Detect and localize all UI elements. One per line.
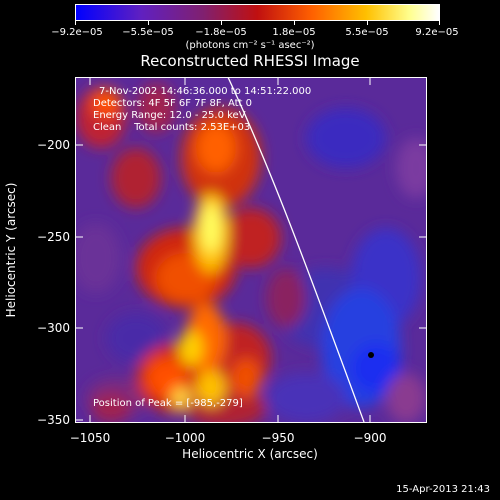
x-tick-label: −1050 <box>69 431 111 445</box>
colorbar-tick: −5.5e−05 <box>122 27 174 38</box>
colorbar-gradient <box>76 5 439 20</box>
peak-marker <box>368 352 374 358</box>
image-canvas <box>76 78 426 422</box>
y-axis-label: Heliocentric Y (arcsec) <box>4 182 18 318</box>
colorbar-tick: 5.5e−05 <box>345 27 389 38</box>
info-peak-position: Position of Peak = [-985,-279] <box>93 398 243 409</box>
colorbar <box>75 4 440 21</box>
info-time: 7-Nov-2002 14:46:36.000 to 14:51:22.000 <box>99 86 312 97</box>
y-tick-label: −250 <box>37 230 70 244</box>
colorbar-tick: −1.8e−05 <box>195 27 247 38</box>
x-tick-label: −1000 <box>164 431 206 445</box>
y-tick-label: −300 <box>37 321 70 335</box>
x-tick-label: −900 <box>353 431 387 445</box>
colorbar-units: (photons cm⁻² s⁻¹ asec⁻²) <box>185 40 315 51</box>
solar-limb-line <box>227 78 365 422</box>
y-tick-label: −200 <box>37 138 70 152</box>
rhessi-image: 7-Nov-2002 14:46:36.000 to 14:51:22.000 … <box>75 77 427 423</box>
y-tick-label: −350 <box>37 413 70 427</box>
colorbar-tick: 1.8e−05 <box>272 27 316 38</box>
render-timestamp: 15-Apr-2013 21:43 <box>396 484 490 495</box>
colorbar-tick: −9.2e−05 <box>51 27 103 38</box>
info-energy: Energy Range: 12.0 - 25.0 keV <box>93 110 246 121</box>
x-axis-label: Heliocentric X (arcsec) <box>182 447 318 461</box>
image-title: Reconstructed RHESSI Image <box>140 52 360 70</box>
info-clean: Clean Total counts: 2.53E+03 <box>93 122 251 133</box>
info-detectors: Detectors: 4F 5F 6F 7F 8F, Att 0 <box>93 98 253 109</box>
x-tick-label: −950 <box>261 431 295 445</box>
colorbar-tick: 9.2e−05 <box>415 27 459 38</box>
